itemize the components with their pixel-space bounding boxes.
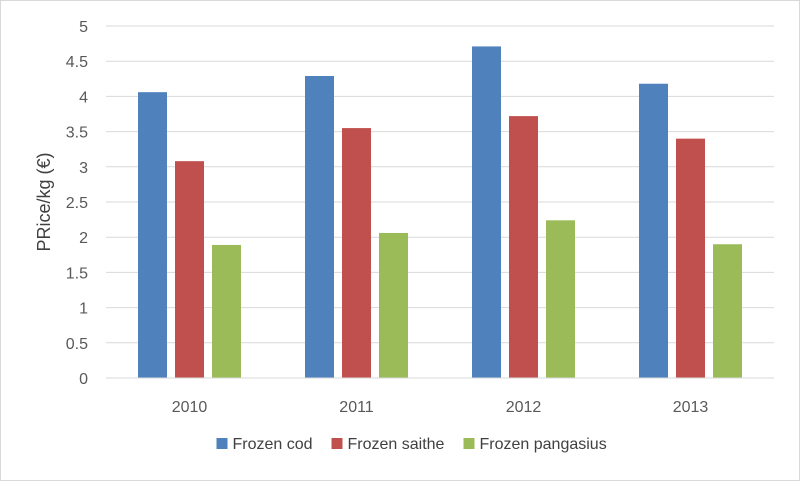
gridlines — [106, 25, 774, 344]
bar-frozen-saithe-2013 — [676, 138, 705, 378]
bar-frozen-cod-2012 — [472, 46, 501, 378]
x-tick-label: 2011 — [339, 399, 374, 416]
bar-frozen-saithe-2012 — [509, 116, 538, 378]
x-tick-label: 2010 — [172, 399, 208, 416]
x-tick-label: 2013 — [673, 399, 709, 416]
legend-label: Frozen saithe — [348, 436, 445, 453]
bars — [138, 46, 742, 379]
y-tick-label: 4 — [79, 89, 88, 106]
legend-label: Frozen pangasius — [480, 436, 607, 453]
x-axis-ticks: 2010 2011 2012 2013 — [172, 399, 709, 416]
y-axis-ticks: 0 0.5 1 1.5 2 2.5 3 3.5 4 4.5 5 — [66, 19, 88, 388]
legend-label: Frozen cod — [233, 436, 313, 453]
y-tick-label: 5 — [79, 19, 88, 36]
y-tick-label: 2.5 — [66, 195, 88, 212]
y-tick-label: 1.5 — [66, 265, 88, 282]
legend: Frozen cod Frozen saithe Frozen pangasius — [216, 436, 607, 453]
y-tick-label: 2 — [79, 230, 88, 247]
y-tick-label: 0 — [79, 371, 88, 388]
legend-swatch — [331, 438, 343, 449]
y-axis-label: PRice/kg (€) — [34, 152, 54, 251]
y-tick-label: 3 — [79, 160, 88, 177]
y-tick-label: 4.5 — [66, 54, 88, 71]
bar-frozen-pangasius-2010 — [212, 244, 241, 378]
bar-frozen-pangasius-2013 — [713, 244, 742, 378]
x-tick-label: 2012 — [506, 399, 542, 416]
y-tick-label: 1 — [79, 301, 88, 318]
bar-frozen-cod-2010 — [138, 92, 167, 379]
bar-frozen-cod-2013 — [639, 83, 668, 378]
bar-frozen-saithe-2010 — [175, 161, 204, 378]
bar-frozen-cod-2011 — [305, 75, 334, 378]
bar-frozen-saithe-2011 — [342, 128, 371, 378]
legend-swatch — [463, 438, 475, 449]
bar-frozen-pangasius-2012 — [546, 220, 575, 378]
bar-frozen-pangasius-2011 — [379, 232, 408, 378]
y-tick-label: 0.5 — [66, 336, 88, 353]
y-tick-label: 3.5 — [66, 125, 88, 142]
legend-swatch — [216, 438, 228, 449]
